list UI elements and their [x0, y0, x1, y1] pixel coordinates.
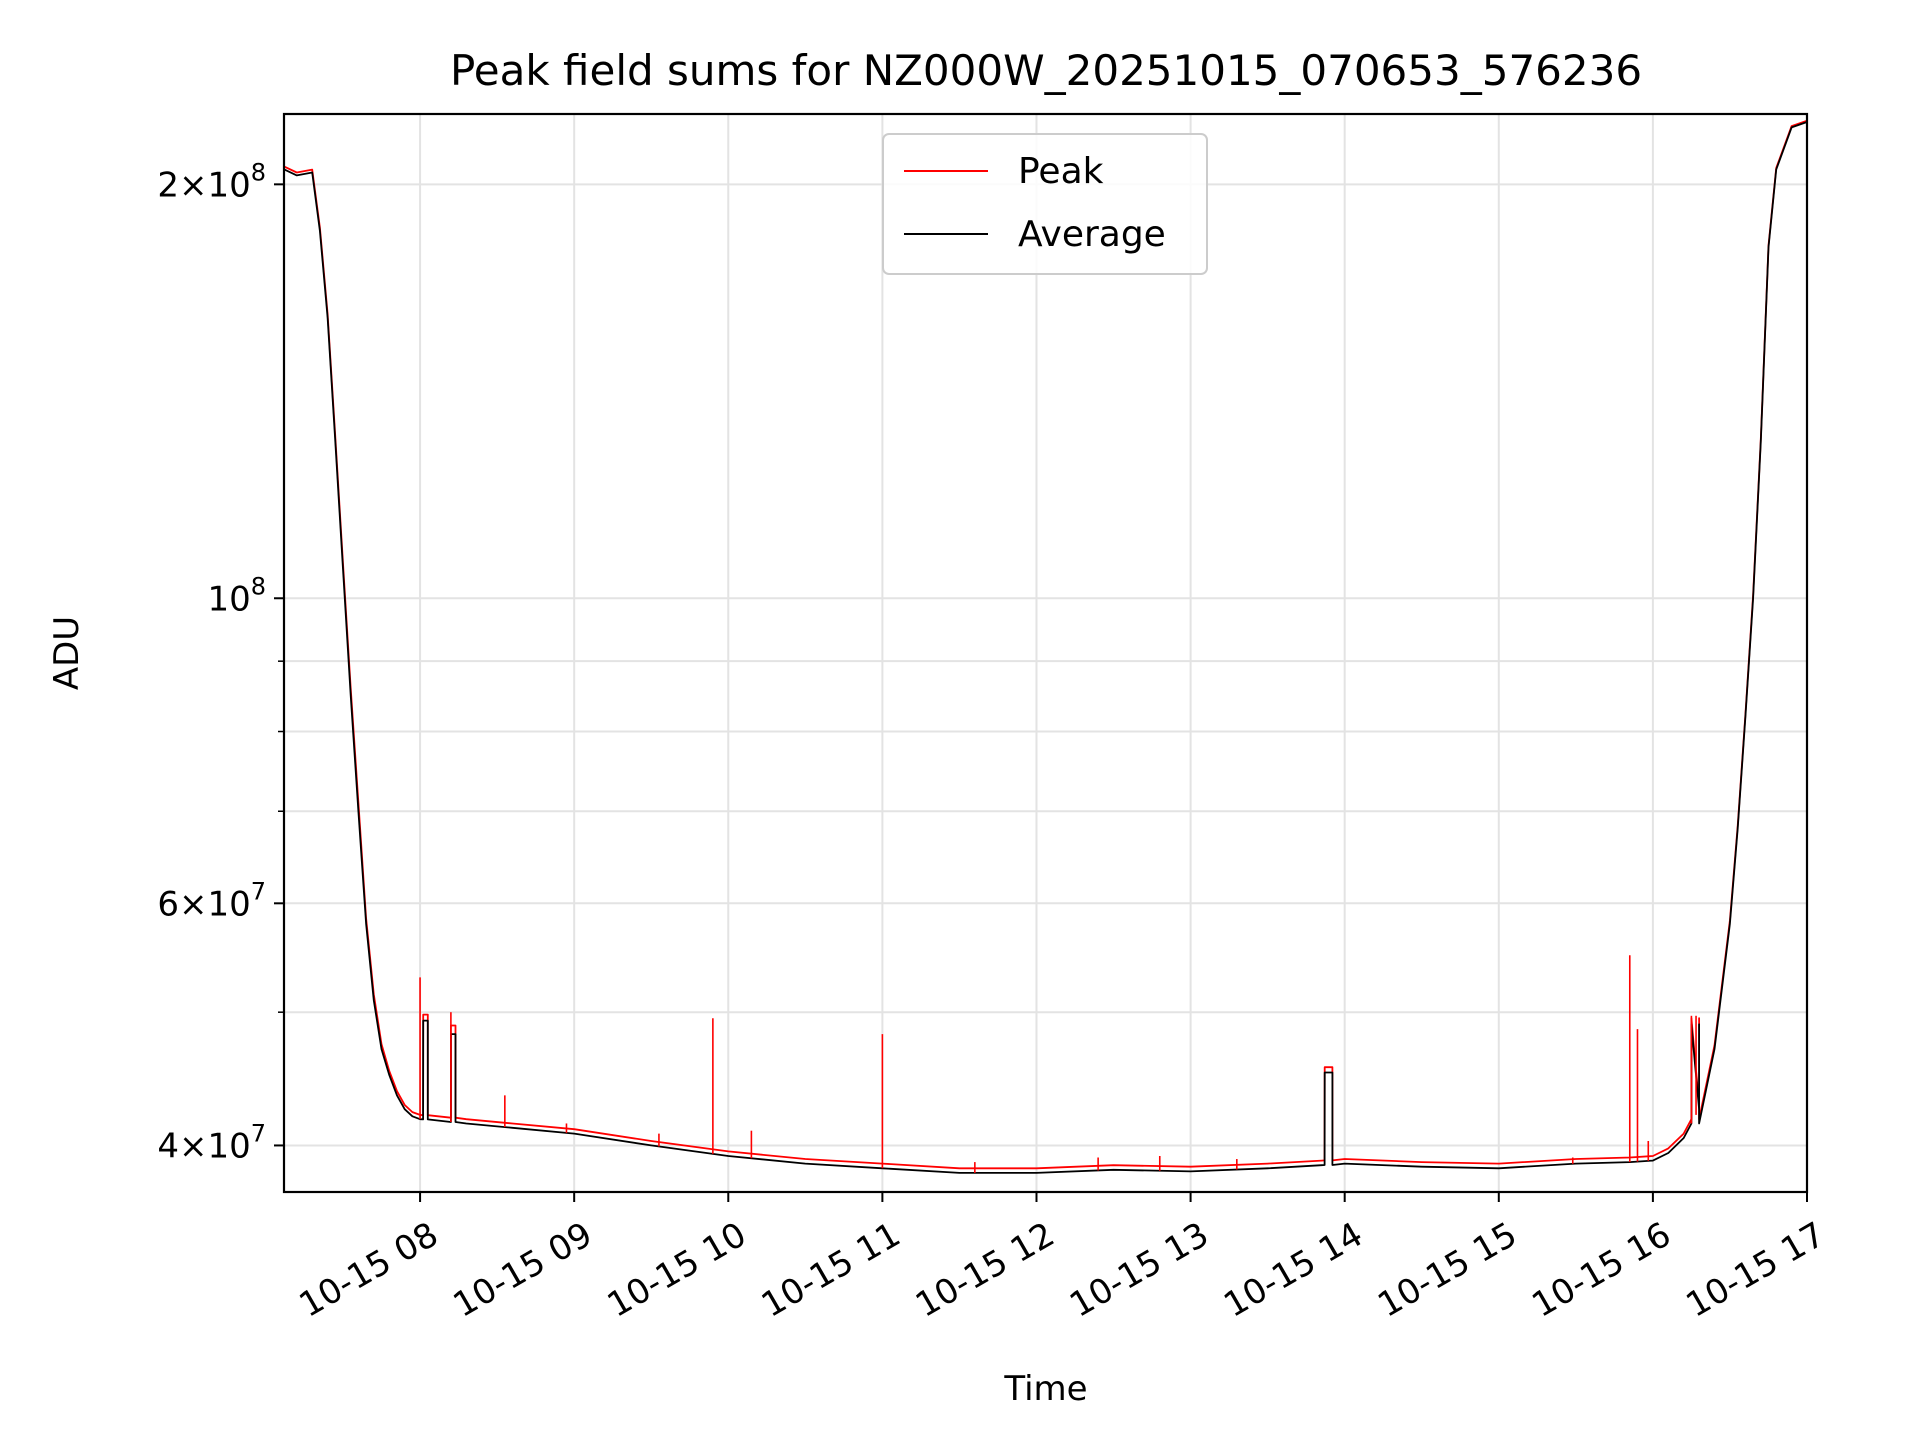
x-tick-label: 10-15 12 — [909, 1215, 1061, 1326]
x-tick-label: 10-15 14 — [1217, 1215, 1369, 1326]
grid-layer — [284, 114, 1807, 1192]
x-tick-label: 10-15 08 — [293, 1215, 445, 1326]
y-axis-label: ADU — [47, 616, 87, 690]
x-tick-label: 10-15 11 — [755, 1215, 907, 1326]
x-tick-label: 10-15 16 — [1525, 1215, 1677, 1326]
plot-frame — [282, 112, 1809, 1194]
legend: Peak Average — [882, 133, 1208, 275]
y-tick-label: 4×107 — [157, 1119, 266, 1166]
x-tick-label: 10-15 09 — [447, 1215, 599, 1326]
series-line-peak — [284, 119, 1808, 1170]
series-layer — [284, 119, 1808, 1174]
x-tick-label: 10-15 15 — [1371, 1215, 1523, 1326]
chart-title: Peak field sums for NZ000W_20251015_0706… — [450, 46, 1642, 95]
x-tick-label: 10-15 17 — [1680, 1215, 1832, 1326]
legend-label-average: Average — [1018, 214, 1166, 255]
x-axis-label: Time — [1003, 1369, 1087, 1409]
y-tick-label: 6×107 — [157, 877, 266, 924]
x-tick-label: 10-15 13 — [1063, 1215, 1215, 1326]
y-tick-label: 2×108 — [157, 158, 266, 205]
legend-frame — [882, 133, 1208, 275]
legend-label-peak: Peak — [1018, 151, 1104, 192]
axis-layer: 10-15 08 10-15 09 10-15 10 10-15 11 10-15 12… — [157, 158, 1832, 1325]
series-line-average — [284, 121, 1808, 1174]
y-tick-label: 108 — [207, 572, 266, 619]
x-tick-label: 10-15 10 — [601, 1215, 753, 1326]
